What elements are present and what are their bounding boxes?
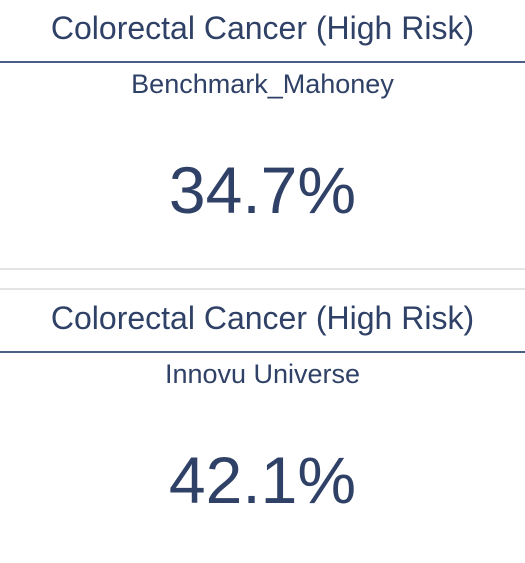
card-title: Colorectal Cancer (High Risk) [0, 298, 525, 338]
metric-value: 34.7% [0, 150, 525, 230]
metric-card-benchmark: Colorectal Cancer (High Risk) Benchmark_… [0, 0, 525, 268]
card-subtitle: Benchmark_Mahoney [0, 68, 525, 100]
title-divider [0, 351, 525, 353]
card-subtitle: Innovu Universe [0, 358, 525, 390]
title-divider [0, 61, 525, 63]
card-separator [0, 268, 525, 270]
metric-card-universe: Colorectal Cancer (High Risk) Innovu Uni… [0, 290, 525, 563]
card-title: Colorectal Cancer (High Risk) [0, 8, 525, 48]
metric-value: 42.1% [0, 440, 525, 520]
